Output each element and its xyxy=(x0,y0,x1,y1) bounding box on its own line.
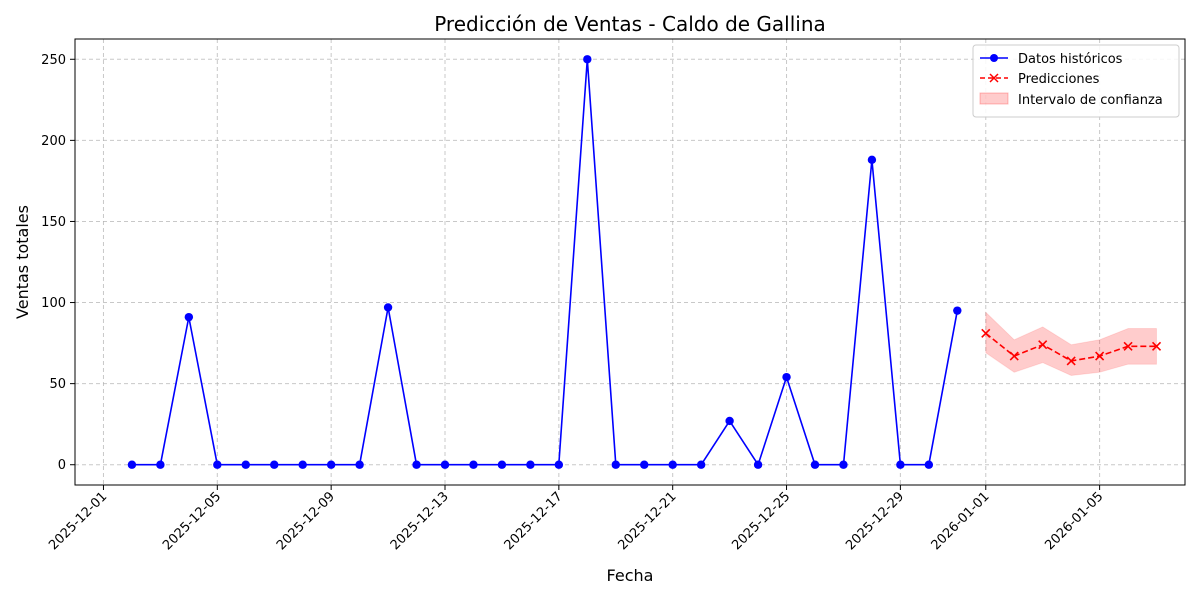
historical-point xyxy=(383,303,393,312)
historical-point xyxy=(241,460,250,469)
historical-point xyxy=(867,155,877,165)
grid xyxy=(75,39,1185,485)
historical-point xyxy=(526,460,535,469)
historical-point xyxy=(497,460,507,469)
x-axis-label: Fecha xyxy=(607,566,654,585)
legend-marker-predictions xyxy=(989,73,999,83)
x-tick-label: 2026-01-01 xyxy=(929,489,993,553)
prediction-point xyxy=(1095,351,1105,361)
historical-point xyxy=(184,312,194,322)
historical-point xyxy=(810,460,820,469)
confidence-band xyxy=(985,311,1157,377)
plot-frame xyxy=(74,38,1186,486)
x-tick-label: 2025-12-17 xyxy=(502,489,566,553)
historical-point xyxy=(896,460,905,469)
legend-marker-historical xyxy=(990,54,998,62)
historical-point xyxy=(326,460,336,469)
prediction-point xyxy=(1009,351,1019,361)
historical-point xyxy=(753,460,763,469)
historical-point xyxy=(668,460,677,469)
historical-point xyxy=(127,460,137,469)
historical-point xyxy=(298,460,307,469)
historical-point xyxy=(213,460,222,469)
x-tick-label: 2025-12-01 xyxy=(46,489,110,553)
y-tick-label: 50 xyxy=(49,377,66,392)
series-layer xyxy=(127,55,1162,469)
y-axis: 0 50 100 150 200 250 xyxy=(41,53,75,473)
historical-point xyxy=(554,460,564,469)
prediction-point xyxy=(1066,356,1076,366)
y-tick-label: 200 xyxy=(41,134,66,149)
confidence-band-layer xyxy=(985,311,1157,377)
legend-label-confidence: Intervalo de confianza xyxy=(1018,93,1163,108)
prediction-point xyxy=(1038,340,1048,350)
historical-point xyxy=(924,460,934,469)
prediction-point xyxy=(1151,341,1162,351)
y-tick-label: 250 xyxy=(41,53,66,68)
y-axis-label: Ventas totales xyxy=(13,205,32,319)
historical-point xyxy=(440,460,450,469)
chart-title: Predicción de Ventas - Caldo de Gallina xyxy=(434,12,826,36)
historical-series-line xyxy=(131,58,959,466)
historical-point xyxy=(640,460,649,469)
x-axis: 2025-12-01 2025-12-05 2025-12-09 2025-12-13… xyxy=(46,485,1106,553)
legend-label-predictions: Predicciones xyxy=(1018,72,1100,87)
historical-point xyxy=(469,460,478,469)
legend: Datos históricos Predicciones Intervalo … xyxy=(972,44,1180,118)
x-tick-label: 2025-12-13 xyxy=(388,489,452,553)
historical-point xyxy=(156,460,165,469)
y-tick-label: 0 xyxy=(58,458,66,473)
historical-point xyxy=(270,460,279,469)
prediction-point xyxy=(981,328,991,338)
x-tick-label: 2025-12-09 xyxy=(274,489,338,553)
historical-point xyxy=(696,460,706,469)
y-tick-label: 150 xyxy=(41,215,66,230)
historical-point xyxy=(412,460,421,469)
x-tick-label: 2025-12-29 xyxy=(843,489,907,553)
x-tick-label: 2025-12-25 xyxy=(729,489,793,553)
historical-point xyxy=(953,306,962,315)
legend-swatch-confidence xyxy=(979,92,1009,105)
x-tick-label: 2025-12-21 xyxy=(615,489,679,553)
historical-point xyxy=(782,372,791,382)
historical-point xyxy=(355,460,364,469)
x-tick-label: 2025-12-05 xyxy=(160,489,224,553)
y-tick-label: 100 xyxy=(41,296,66,311)
prediction-point xyxy=(1123,341,1133,351)
legend-box xyxy=(972,44,1180,118)
historical-point xyxy=(583,55,592,64)
historical-point xyxy=(611,460,620,469)
x-tick-label: 2026-01-05 xyxy=(1042,489,1106,553)
historical-point xyxy=(725,416,734,426)
historical-point xyxy=(839,460,848,469)
legend-label-historical: Datos históricos xyxy=(1018,52,1123,67)
